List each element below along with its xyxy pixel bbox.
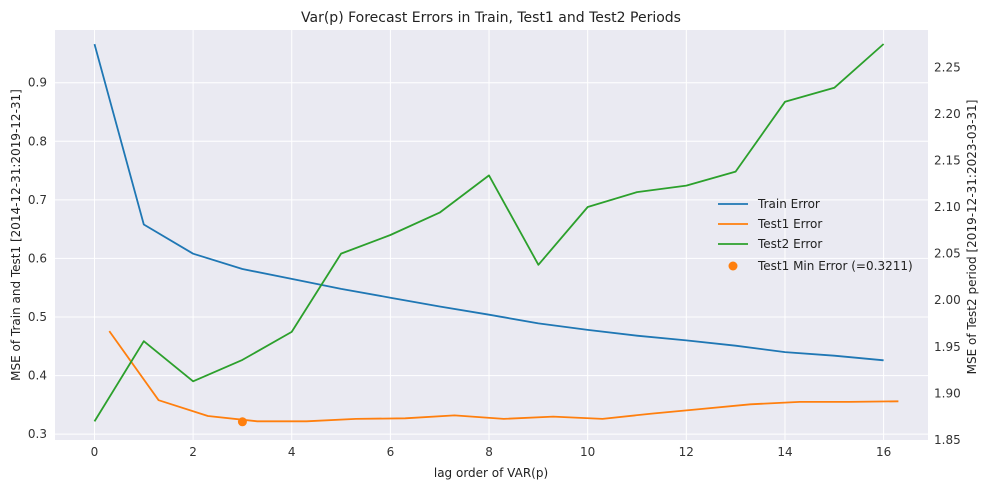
legend-label: Test1 Min Error (=0.3211) xyxy=(757,259,913,273)
y-right-tick-label: 2.10 xyxy=(934,200,961,214)
x-tick-label: 4 xyxy=(288,445,296,459)
x-axis-title: lag order of VAR(p) xyxy=(434,466,548,480)
y-left-tick-label: 0.4 xyxy=(28,369,47,383)
x-tick-label: 16 xyxy=(876,445,891,459)
series-line-train-error xyxy=(93,43,884,362)
y-right-tick-label: 1.90 xyxy=(934,386,961,400)
plot-area xyxy=(55,30,928,440)
x-tick-label: 10 xyxy=(580,445,595,459)
x-tick-label: 2 xyxy=(189,445,197,459)
y-left-tick-label: 0.7 xyxy=(28,193,47,207)
y-left-tick-label: 0.5 xyxy=(28,310,47,324)
chart-title: Var(p) Forecast Errors in Train, Test1 a… xyxy=(301,10,681,26)
y-right-tick-label: 1.95 xyxy=(934,340,961,354)
y-left-tick-label: 0.8 xyxy=(28,134,47,148)
y-right-tick-label: 1.85 xyxy=(934,433,961,447)
y-left-tick-label: 0.6 xyxy=(28,251,47,265)
legend-label: Test2 Error xyxy=(757,237,822,251)
legend-label: Train Error xyxy=(757,197,820,211)
tick-labels: 0 2 4 6 8 10 12 14 16 0.3 0.4 0.5 0.6 0.7 0.8 0.9 1.85 1.… xyxy=(28,60,961,459)
y-right-tick-label: 2.00 xyxy=(934,293,961,307)
y-left-tick-label: 0.9 xyxy=(28,76,47,90)
legend: Train Error Test1 Error Test2 Error Test1 M… xyxy=(718,197,913,273)
y-right-tick-label: 2.05 xyxy=(934,247,961,261)
x-tick-label: 12 xyxy=(679,445,694,459)
y-axis-left-title: MSE of Train and Test1 [2014-12-31:2019-… xyxy=(9,89,23,381)
y-left-tick-label: 0.3 xyxy=(28,427,47,441)
y-right-tick-label: 2.15 xyxy=(934,153,961,167)
y-axis-right-title: MSE of Test2 period [2019-12-31:2023-03-… xyxy=(965,100,979,375)
y-right-tick-label: 2.20 xyxy=(934,107,961,121)
grid-lines xyxy=(55,30,928,440)
x-tick-label: 0 xyxy=(91,445,99,459)
x-tick-label: 14 xyxy=(777,445,792,459)
series-line-test2-error xyxy=(93,43,885,422)
series-lines xyxy=(93,43,899,427)
legend-label: Test1 Error xyxy=(757,217,822,231)
x-tick-label: 6 xyxy=(387,445,395,459)
y-right-tick-label: 2.25 xyxy=(934,60,961,74)
test1-min-point xyxy=(237,417,247,427)
x-tick-label: 8 xyxy=(485,445,493,459)
legend-swatch-marker xyxy=(728,261,738,271)
